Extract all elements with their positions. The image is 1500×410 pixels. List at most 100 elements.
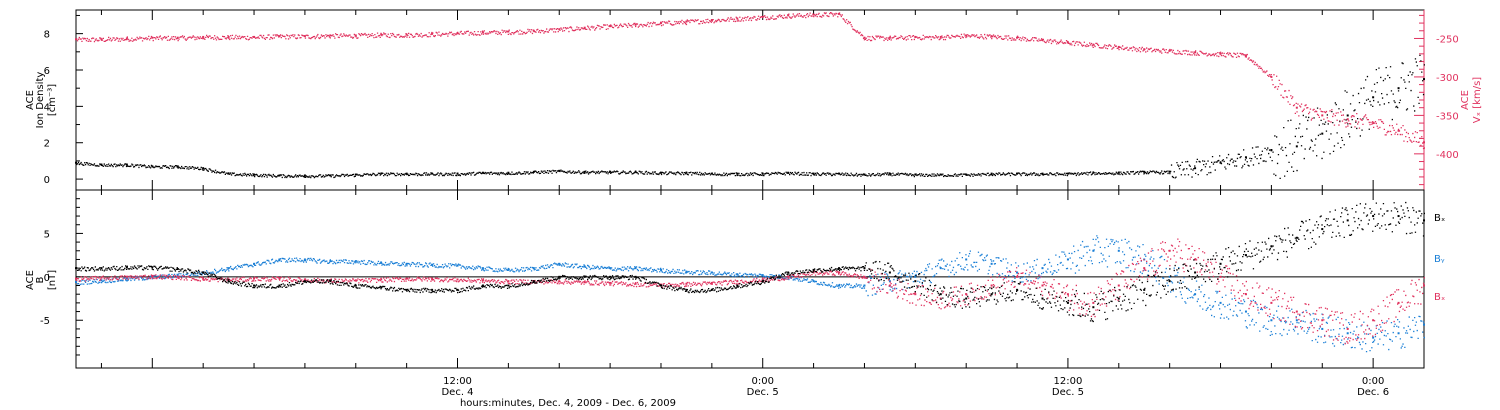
ion-density-point	[176, 165, 179, 168]
velocity-point	[1066, 41, 1069, 44]
bx-point	[965, 297, 968, 300]
by-point	[227, 267, 230, 270]
ion-density-point	[1143, 170, 1146, 173]
by-point	[100, 279, 103, 282]
bz-point	[1423, 284, 1425, 287]
density-y-tick-label: 0	[44, 175, 50, 186]
velocity-y-tick-label: -350	[1436, 111, 1459, 122]
bz-point	[1270, 301, 1273, 304]
bz-point	[202, 277, 205, 280]
by-point	[939, 267, 942, 270]
bx-point	[303, 280, 306, 283]
ion-density-point	[1321, 132, 1324, 135]
velocity-point	[634, 23, 637, 26]
bz-point	[1194, 258, 1197, 261]
bz-point	[1295, 310, 1298, 313]
velocity-point	[1321, 114, 1324, 117]
bz-point	[583, 281, 586, 284]
by-point	[507, 268, 510, 271]
bz-point	[380, 278, 383, 281]
density-y-tick-label: 2	[44, 139, 50, 150]
bx-point	[736, 284, 739, 287]
bx-point	[1117, 297, 1120, 300]
velocity-point	[812, 13, 815, 16]
bz-point	[1219, 275, 1222, 278]
x-tick-label-day: Dec. 5	[747, 387, 779, 398]
x-tick-label-day: Dec. 4	[441, 387, 473, 398]
bx-point	[634, 275, 637, 278]
velocity-point	[736, 17, 739, 20]
by-point	[303, 258, 306, 261]
density-axis-unit: [cm⁻³]	[47, 84, 58, 116]
ion-density-point	[1194, 167, 1197, 170]
bz-point	[990, 284, 993, 287]
ion-density-point	[227, 172, 230, 175]
by-point	[685, 270, 688, 273]
by-point	[1372, 336, 1375, 339]
b-y-tick-label: 0	[44, 273, 50, 284]
b-axis-label-line1: ACE	[25, 270, 36, 290]
bz-point	[1016, 275, 1019, 278]
bz-trace	[76, 238, 1425, 345]
velocity-point	[939, 35, 942, 38]
ion-density-point	[75, 161, 77, 164]
bx-point	[1321, 228, 1324, 231]
velocity-point	[125, 37, 128, 40]
ion-density-point	[1423, 78, 1425, 81]
velocity-point	[354, 34, 357, 37]
velocity-point	[1168, 49, 1171, 52]
velocity-point	[329, 34, 332, 37]
bz-point	[431, 277, 434, 280]
b-axis-label-line2: B	[35, 276, 46, 283]
bz-point	[609, 281, 612, 284]
bx-point	[253, 284, 256, 287]
velocity-point	[965, 34, 968, 37]
x-tick-label-time: 12:00	[443, 376, 472, 387]
density-axis-label-line1: ACE	[25, 90, 36, 110]
bz-point	[75, 277, 77, 280]
velocity-trace	[76, 12, 1425, 150]
bx-point	[1244, 254, 1247, 257]
ion-density-point	[1346, 114, 1349, 117]
legend-entry-bz: Bₓ	[1434, 292, 1445, 303]
bx-point	[939, 293, 942, 296]
bz-point	[1117, 284, 1120, 287]
ion-density-trace	[76, 54, 1425, 180]
by-point	[125, 277, 128, 280]
ion-density-point	[634, 170, 637, 173]
bx-point	[812, 268, 815, 271]
velocity-point	[710, 19, 713, 21]
bx-point	[1295, 236, 1298, 239]
velocity-point	[456, 32, 459, 35]
velocity-point	[1194, 51, 1197, 54]
bx-point	[1397, 215, 1400, 218]
bx-point	[888, 271, 891, 274]
ion-density-point	[1397, 87, 1400, 90]
bz-point	[151, 274, 154, 277]
velocity-point	[1423, 141, 1425, 144]
bz-point	[278, 277, 281, 280]
bz-point	[253, 277, 256, 280]
velocity-point	[659, 22, 662, 25]
ion-density-point	[1219, 161, 1222, 164]
ion-density-point	[253, 173, 256, 176]
velocity-y-tick-label: -250	[1436, 34, 1459, 45]
bx-point	[1423, 219, 1425, 222]
velocity-point	[1244, 54, 1247, 57]
bz-point	[1372, 319, 1375, 322]
ion-density-point	[1270, 149, 1273, 151]
velocity-point	[685, 20, 688, 23]
by-point	[838, 284, 841, 287]
bx-point	[863, 267, 866, 270]
velocity-point	[405, 33, 408, 36]
by-point	[659, 268, 662, 271]
bx-point	[481, 284, 484, 287]
x-tick-label-day: Dec. 6	[1357, 387, 1389, 398]
by-point	[405, 262, 408, 265]
density-axis-label-line2: Ion Density	[35, 72, 46, 129]
velocity-point	[1295, 106, 1298, 109]
by-point	[1295, 319, 1298, 322]
ion-density-point	[609, 170, 612, 173]
ion-density-point	[1295, 145, 1298, 148]
